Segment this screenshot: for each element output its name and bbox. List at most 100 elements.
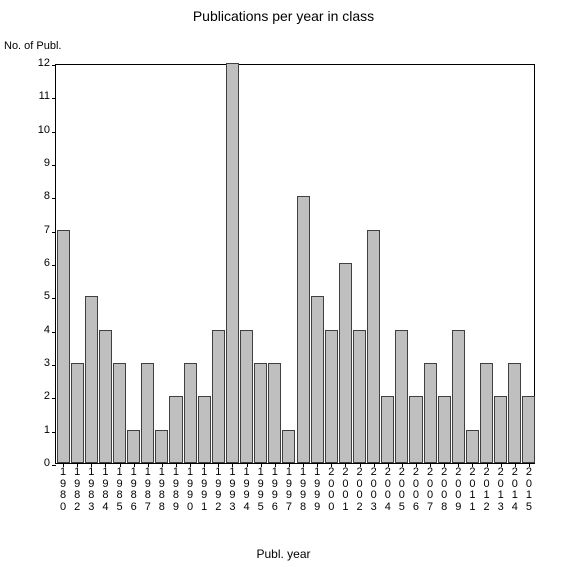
y-tick-label: 7 [44,224,54,236]
x-tick-label: 1994 [240,467,254,513]
x-tick-label: 1992 [211,467,225,513]
y-tick-mark [52,265,56,266]
x-tick-label: 1995 [254,467,268,513]
y-tick-mark [52,432,56,433]
x-tick-label: 2004 [381,467,395,513]
x-tick-label: 2015 [522,467,536,513]
bar [438,396,451,463]
x-tick-label: 2013 [494,467,508,513]
y-tick-mark [52,165,56,166]
bar [367,230,380,463]
bar [127,430,140,463]
bar [297,196,310,463]
bar [184,363,197,463]
bar [339,263,352,463]
x-tick-label: 1991 [197,467,211,513]
bar [71,363,84,463]
bar [282,430,295,463]
x-tick-label: 2000 [324,467,338,513]
y-tick-label: 12 [38,57,54,69]
y-tick-mark [52,465,56,466]
bar [226,63,239,463]
x-tick-label: 2008 [437,467,451,513]
chart-container: Publications per year in class No. of Pu… [0,0,567,567]
y-tick-label: 8 [44,190,54,202]
x-tick-label: 1993 [225,467,239,513]
bar [395,330,408,463]
bar [155,430,168,463]
x-tick-label: 1988 [155,467,169,513]
x-tick-label: 1997 [282,467,296,513]
y-tick-label: 1 [44,424,54,436]
x-tick-label: 1985 [112,467,126,513]
bar [113,363,126,463]
x-tick-label: 1982 [70,467,84,513]
y-tick-mark [52,132,56,133]
bar [212,330,225,463]
y-tick-label: 6 [44,257,54,269]
bar [85,296,98,463]
y-tick-label: 0 [44,457,54,469]
y-tick-mark [52,298,56,299]
y-axis-label: No. of Publ. [4,40,61,52]
bar [311,296,324,463]
bar [325,330,338,463]
bar [409,396,422,463]
y-tick-mark [52,365,56,366]
bar [466,430,479,463]
x-tick-label: 2011 [465,467,479,513]
bar [169,396,182,463]
y-tick-mark [52,332,56,333]
bar [240,330,253,463]
x-axis-label: Publ. year [0,547,567,561]
x-tick-label: 1980 [56,467,70,513]
plot-area: 0123456789101112198019821983198419851986… [55,64,535,464]
x-tick-label: 1986 [127,467,141,513]
x-tick-label: 1983 [84,467,98,513]
y-tick-label: 10 [38,124,54,136]
x-tick-label: 2012 [480,467,494,513]
bar [198,396,211,463]
y-tick-label: 11 [39,90,54,102]
x-tick-label: 2014 [508,467,522,513]
bar [353,330,366,463]
x-tick-label: 2006 [409,467,423,513]
bar [381,396,394,463]
bar [57,230,70,463]
x-tick-label: 2009 [451,467,465,513]
x-tick-label: 1996 [268,467,282,513]
bar [508,363,521,463]
x-tick-label: 1984 [98,467,112,513]
y-tick-label: 2 [44,390,54,402]
x-tick-label: 2002 [352,467,366,513]
x-tick-label: 1989 [169,467,183,513]
chart-title: Publications per year in class [0,8,567,24]
x-tick-label: 2005 [395,467,409,513]
bar [141,363,154,463]
bar [480,363,493,463]
y-tick-mark [52,398,56,399]
x-tick-label: 2003 [367,467,381,513]
y-tick-label: 5 [44,290,54,302]
bar [268,363,281,463]
x-tick-label: 2007 [423,467,437,513]
x-tick-label: 1998 [296,467,310,513]
x-tick-label: 1990 [183,467,197,513]
bar [494,396,507,463]
y-tick-mark [52,232,56,233]
y-tick-mark [52,198,56,199]
bar [424,363,437,463]
y-tick-label: 9 [44,157,54,169]
y-tick-label: 4 [44,324,54,336]
bar [254,363,267,463]
bars-layer [56,65,534,463]
bar [452,330,465,463]
y-tick-mark [52,65,56,66]
bar [522,396,535,463]
bar [99,330,112,463]
x-tick-label: 1999 [310,467,324,513]
y-tick-label: 3 [44,357,54,369]
x-tick-label: 1987 [141,467,155,513]
x-tick-label: 2001 [338,467,352,513]
y-tick-mark [52,98,56,99]
